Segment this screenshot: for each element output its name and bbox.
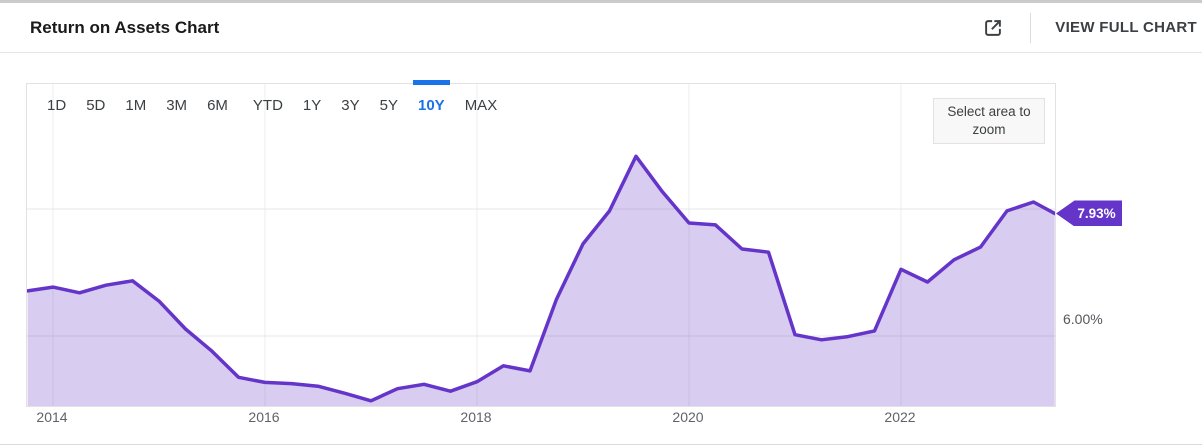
range-tab-6m[interactable]: 6M xyxy=(197,84,238,124)
range-selector: 1D 5D 1M 3M 6M YTD 1Y 3Y 5Y 10Y MAX xyxy=(37,80,508,124)
range-tab-1y[interactable]: 1Y xyxy=(293,84,331,124)
header-divider xyxy=(1030,12,1032,43)
range-tab-5y[interactable]: 5Y xyxy=(370,84,408,124)
select-area-hint: Select area to zoom xyxy=(933,98,1045,144)
view-full-chart-button[interactable]: VIEW FULL CHART xyxy=(1055,19,1197,36)
x-tick-label: 2020 xyxy=(672,409,704,425)
roa-area-chart[interactable] xyxy=(27,84,1055,406)
last-value-badge: 7.93% xyxy=(1056,200,1122,227)
range-tab-3y[interactable]: 3Y xyxy=(331,84,369,124)
range-tab-max[interactable]: MAX xyxy=(455,84,508,124)
roa-line-series xyxy=(27,154,1055,403)
range-tab-3m[interactable]: 3M xyxy=(156,84,197,124)
page-title: Return on Assets Chart xyxy=(30,17,220,37)
range-tab-ytd[interactable]: YTD xyxy=(243,84,293,124)
x-tick-label: 2014 xyxy=(36,409,68,425)
range-tab-5d[interactable]: 5D xyxy=(76,84,115,124)
external-link-icon xyxy=(982,17,1004,39)
area-series-fill xyxy=(27,156,1055,406)
chart-container: 1D 5D 1M 3M 6M YTD 1Y 3Y 5Y 10Y MAX Select area to… xyxy=(26,80,1056,407)
x-tick-label: 2018 xyxy=(460,409,492,425)
y-axis-label: 6.00% xyxy=(1063,311,1103,327)
x-tick-label: 2022 xyxy=(884,409,916,425)
range-tab-1m[interactable]: 1M xyxy=(115,84,156,124)
range-tab-1d[interactable]: 1D xyxy=(37,84,76,124)
widget-header: Return on Assets Chart VIEW FULL CHART xyxy=(0,3,1202,53)
open-in-new-button[interactable] xyxy=(980,15,1006,41)
x-tick-label: 2016 xyxy=(248,409,280,425)
range-tab-10y[interactable]: 10Y xyxy=(408,80,455,124)
x-axis: 2014 2016 2018 2020 2022 xyxy=(0,409,1202,429)
